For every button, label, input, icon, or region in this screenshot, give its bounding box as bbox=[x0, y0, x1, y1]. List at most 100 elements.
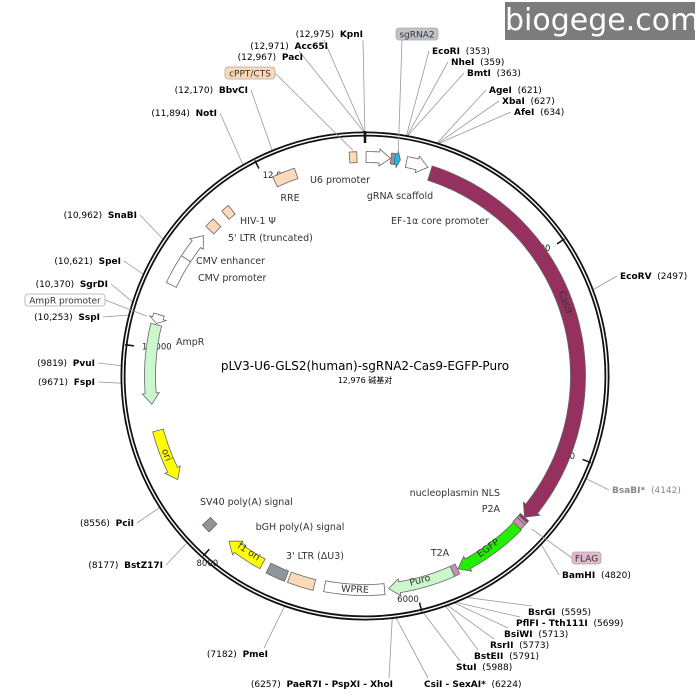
site-leader bbox=[219, 112, 244, 165]
site-sgrdi[interactable]: (10,370) SgrDI bbox=[36, 280, 108, 290]
site-paer7i-pspxi-xhoi[interactable]: (6257) PaeR7I - PspXI - XhoI bbox=[251, 680, 393, 690]
feature-label-sv40-poly-a-signal: SV40 poly(A) signal bbox=[200, 497, 293, 508]
feature-labels: U6 promoter gRNA scaffold EF-1α core promo… bbox=[159, 175, 574, 596]
site-stui[interactable]: StuI (5988) bbox=[456, 663, 512, 673]
site-position: (4820) bbox=[601, 571, 631, 581]
site-name: BsaBI* bbox=[612, 486, 645, 496]
callout-text: sgRNA2 bbox=[399, 31, 434, 41]
callout-leader bbox=[274, 72, 354, 151]
feature-3-ltr-u3[interactable] bbox=[286, 571, 317, 591]
tick-mark bbox=[202, 548, 210, 557]
site-leader bbox=[139, 214, 164, 240]
site-paci[interactable]: (12,967) PacI bbox=[238, 53, 303, 63]
site-leader bbox=[407, 72, 465, 137]
tick-mark bbox=[124, 343, 135, 347]
tick-mark bbox=[582, 458, 592, 464]
feature-ef-1-core-promoter[interactable] bbox=[404, 155, 429, 174]
feature-ori[interactable] bbox=[152, 428, 181, 481]
feature-wpre[interactable] bbox=[323, 580, 386, 596]
site-position: (5595) bbox=[561, 608, 591, 618]
watermark: biogege.com bbox=[505, 2, 700, 40]
site-position: (353) bbox=[466, 47, 490, 57]
site-afei[interactable]: AfeI (634) bbox=[514, 108, 564, 118]
callout-badge-flag[interactable] bbox=[571, 551, 602, 565]
feature-egfp[interactable] bbox=[457, 521, 522, 572]
site-ecorv[interactable]: EcoRV (2497) bbox=[620, 272, 687, 282]
feature-rre[interactable] bbox=[272, 167, 299, 188]
site-snabi[interactable]: (10,962) SnaBI bbox=[64, 211, 137, 221]
feature-f1-ori[interactable] bbox=[228, 540, 266, 570]
callout-badge-ampr-promoter[interactable] bbox=[24, 293, 106, 307]
site-fspi[interactable]: (9671) FspI bbox=[38, 378, 95, 388]
site-csii-sexai[interactable]: CsiI - SexAI* (6224) bbox=[424, 680, 521, 690]
site-name: BsiWI bbox=[504, 630, 533, 640]
site-position: (5699) bbox=[593, 619, 623, 629]
callout-text: FLAG bbox=[575, 555, 598, 565]
site-bsiwi[interactable]: BsiWI (5713) bbox=[504, 630, 568, 640]
site-name: BmtI bbox=[467, 69, 491, 79]
site-xbai[interactable]: XbaI (627) bbox=[502, 97, 555, 107]
callout-badge-sgrna2[interactable] bbox=[395, 27, 439, 41]
feature-p2a[interactable] bbox=[512, 516, 526, 530]
site-pcii[interactable]: (8556) PciI bbox=[80, 519, 134, 529]
tick-label: 8000 bbox=[197, 559, 219, 569]
site-leader bbox=[102, 314, 129, 318]
site-position: (12,170) bbox=[175, 86, 214, 96]
site-bmti[interactable]: BmtI (363) bbox=[467, 69, 521, 79]
site-leader bbox=[586, 478, 610, 491]
tick-mark bbox=[556, 238, 565, 245]
feature-ampr-promoter[interactable] bbox=[148, 312, 168, 325]
site-nhei[interactable]: NheI (359) bbox=[451, 58, 504, 68]
site-spei[interactable]: (10,621) SpeI bbox=[54, 257, 121, 267]
restriction-sites: (12,975) KpnI (12,971) Acc65I(12,967) Pac… bbox=[34, 30, 687, 690]
site-leader bbox=[540, 544, 560, 576]
feature-cmv-promoter[interactable] bbox=[180, 235, 204, 263]
site-bstz17i[interactable]: (8177) BstZ17I bbox=[88, 561, 163, 571]
feature-bgh-poly-a-signal[interactable] bbox=[265, 562, 290, 582]
site-bsabi[interactable]: BsaBI* (4142) bbox=[612, 486, 681, 496]
site-position: (627) bbox=[531, 97, 555, 107]
site-bamhi[interactable]: BamHI (4820) bbox=[562, 571, 631, 581]
site-kpni[interactable]: (12,975) KpnI bbox=[296, 30, 363, 40]
callouts: cPPT/CTS sgRNA2 AmpR promoter FLAG bbox=[24, 27, 602, 565]
feature-puro[interactable] bbox=[387, 565, 456, 597]
site-sspi[interactable]: (10,253) SspI bbox=[34, 313, 100, 323]
site-rsrii[interactable]: RsrII (5773) bbox=[490, 641, 549, 651]
site-name: AfeI bbox=[514, 108, 534, 118]
site-position: (5791) bbox=[509, 652, 539, 662]
site-position: (10,253) bbox=[34, 313, 73, 323]
site-acc65i[interactable]: (12,971) Acc65I bbox=[250, 42, 328, 52]
feature-cppt-cts[interactable] bbox=[348, 151, 358, 164]
site-name: NotI bbox=[196, 109, 217, 119]
tick-mark bbox=[254, 160, 260, 169]
site-name: EcoRV bbox=[620, 272, 652, 282]
feature-sv40-poly-a-signal[interactable] bbox=[201, 516, 218, 533]
feature-u6-promoter[interactable] bbox=[365, 148, 392, 167]
feature-hiv-1[interactable] bbox=[221, 204, 236, 220]
site-position: (12,971) bbox=[250, 42, 289, 52]
site-pvui[interactable]: (9819) PvuI bbox=[37, 359, 95, 369]
site-position: (12,967) bbox=[238, 53, 277, 63]
site-bbvci[interactable]: (12,170) BbvCI bbox=[175, 86, 248, 96]
feature-label-cmv-promoter: CMV promoter bbox=[198, 273, 267, 284]
site-ecori[interactable]: EcoRI (353) bbox=[432, 47, 490, 57]
site-noti[interactable]: (11,894) NotI bbox=[151, 109, 217, 119]
feature-cmv-enhancer[interactable] bbox=[165, 255, 192, 288]
site-bsrgi[interactable]: BsrGI (5595) bbox=[528, 608, 591, 618]
site-agei[interactable]: AgeI (621) bbox=[489, 86, 542, 96]
site-bsteii[interactable]: BstEII (5791) bbox=[474, 652, 539, 662]
callout-badge-cppt-cts[interactable] bbox=[224, 66, 276, 80]
site-leader bbox=[423, 612, 461, 662]
site-name: BstZ17I bbox=[124, 561, 163, 571]
site-leader bbox=[593, 275, 618, 291]
feature-sgrna2[interactable] bbox=[393, 150, 401, 169]
site-leader bbox=[298, 50, 365, 133]
feature-cas9[interactable] bbox=[427, 165, 586, 518]
feature-ampr[interactable] bbox=[141, 322, 163, 405]
site-name: PaeR7I - PspXI - XhoI bbox=[287, 680, 393, 690]
feature-5-ltr-truncated[interactable] bbox=[205, 218, 222, 235]
site-pflfi-tth111i[interactable]: PflFI - Tth111I (5699) bbox=[516, 619, 623, 629]
site-name: CsiI - SexAI* bbox=[424, 680, 486, 690]
site-position: (8556) bbox=[80, 519, 110, 529]
site-pmei[interactable]: (7182) PmeI bbox=[207, 650, 268, 660]
